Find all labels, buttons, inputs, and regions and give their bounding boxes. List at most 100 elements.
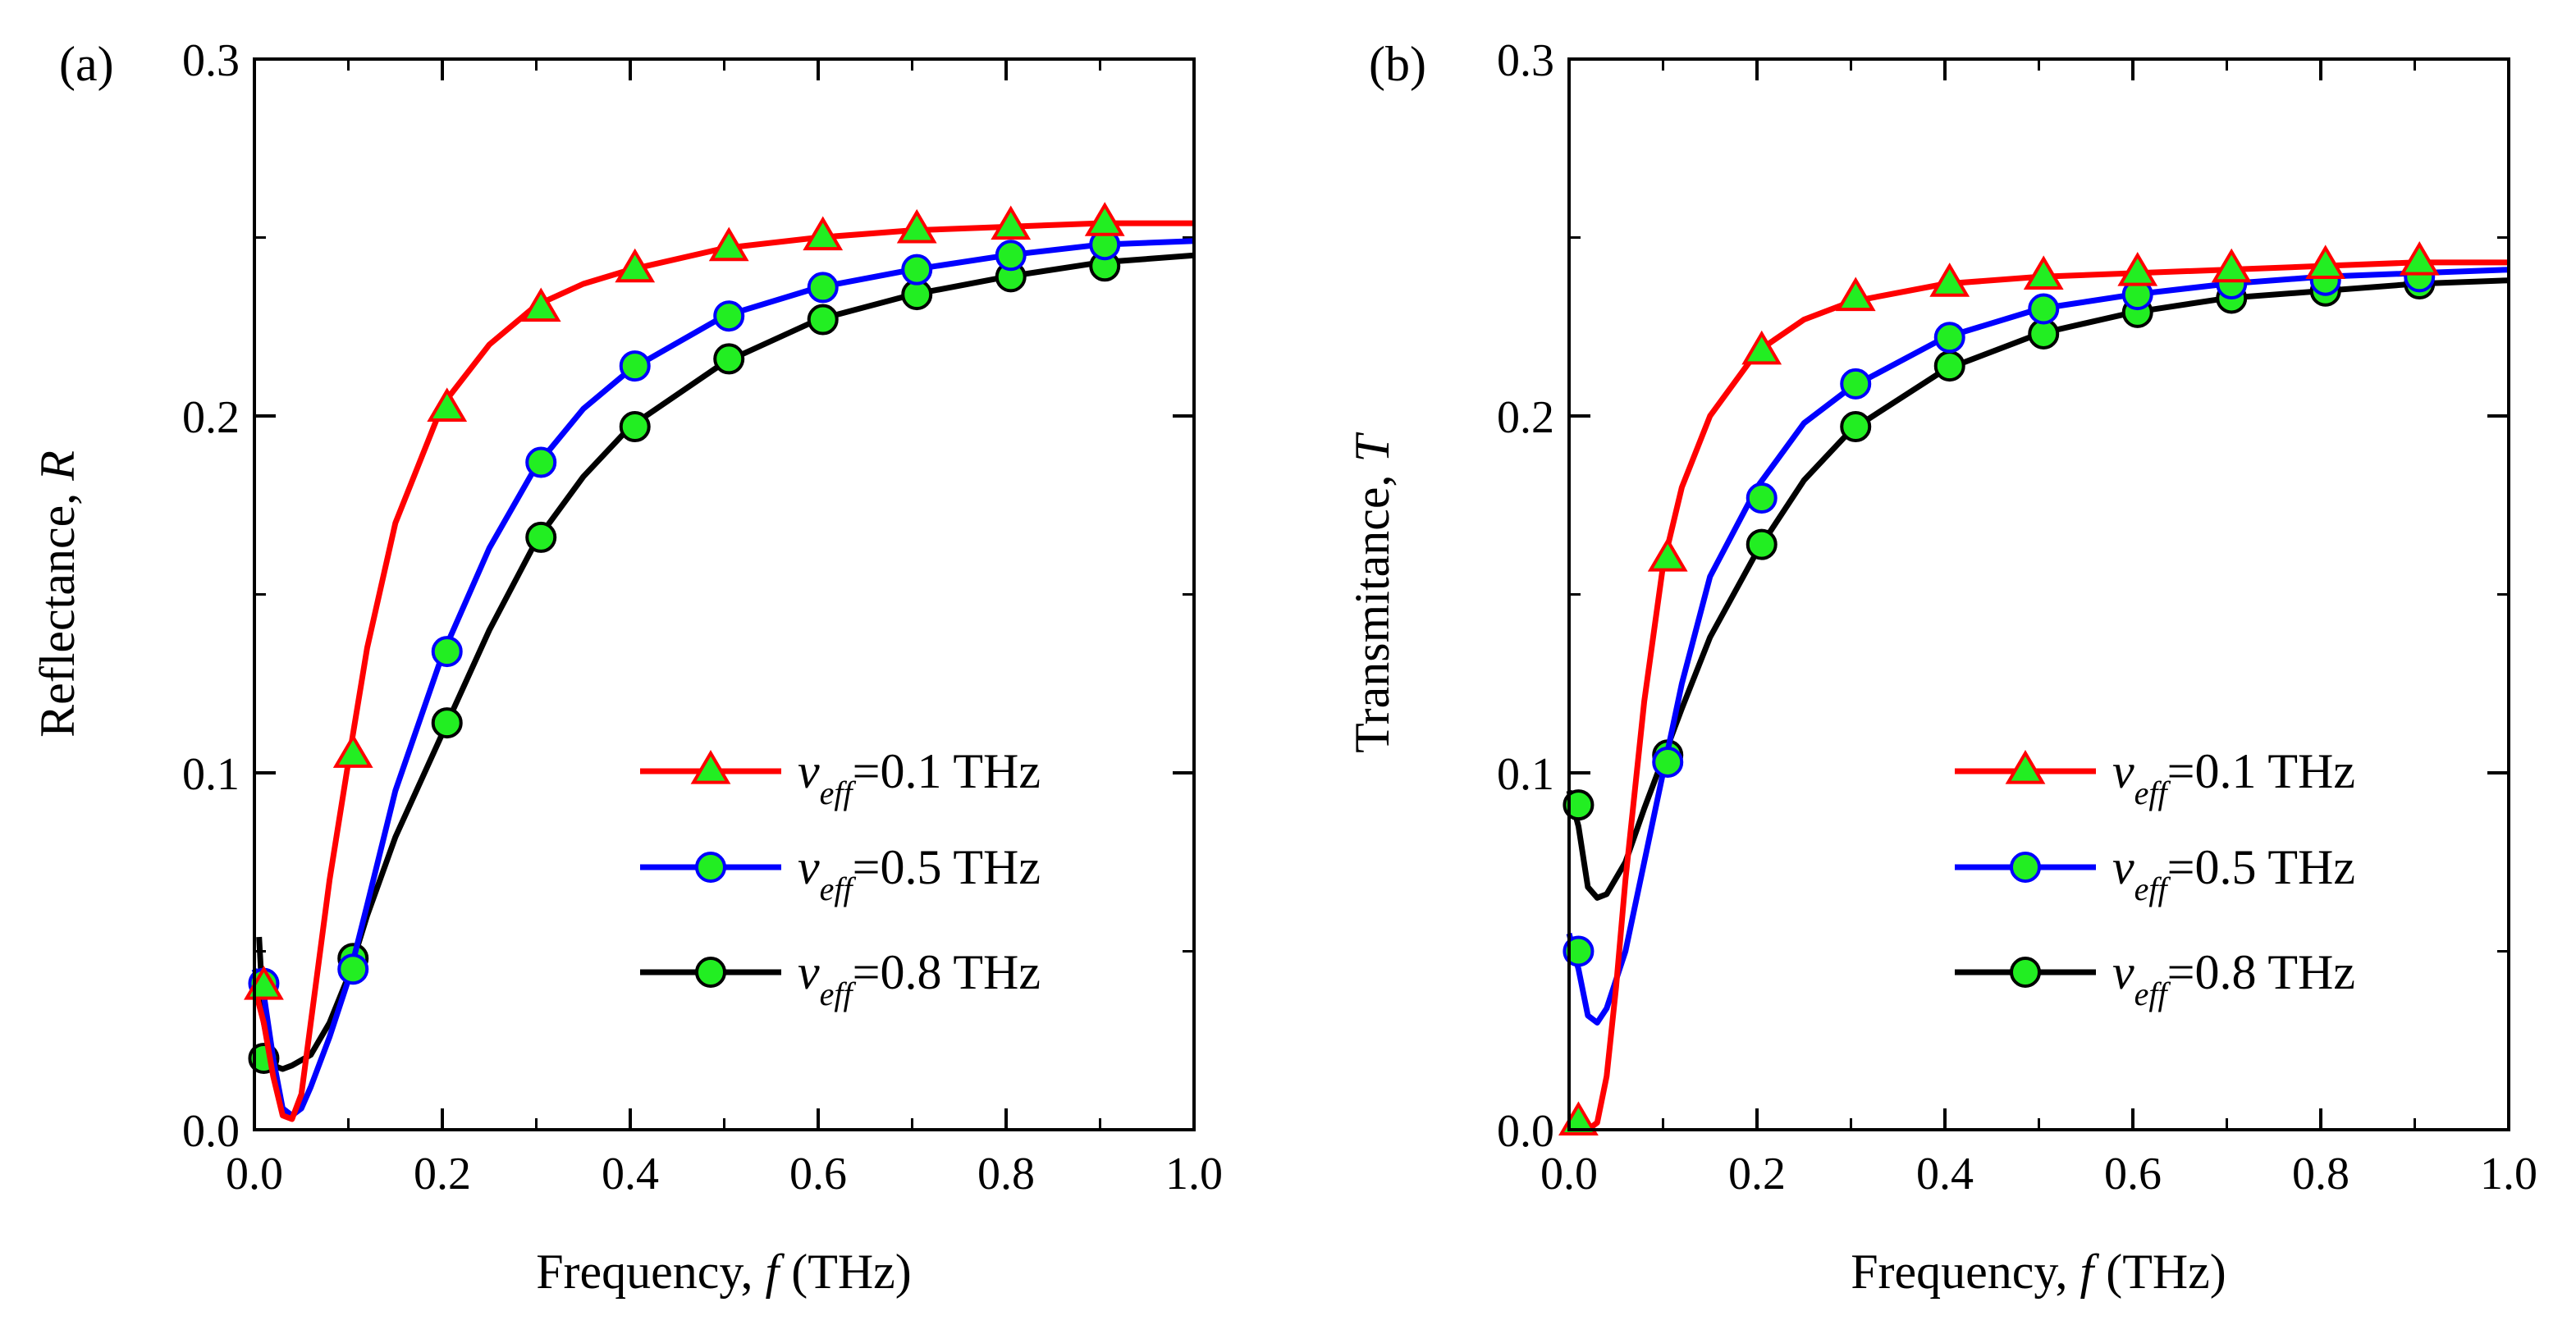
- data-point: [807, 304, 839, 336]
- y-tick-label: 0.3: [182, 35, 240, 86]
- data-point: [995, 240, 1027, 272]
- legend-symbol: v: [798, 840, 820, 894]
- legend-subscript: eff: [820, 975, 857, 1012]
- data-point: [713, 300, 745, 332]
- panel-b-label: (b): [1369, 37, 1426, 91]
- data-point: [807, 272, 839, 304]
- legend-marker: [2010, 852, 2041, 883]
- x-tick-label: 0.6: [2104, 1149, 2162, 1199]
- data-point: [713, 343, 745, 375]
- data-point: [615, 248, 656, 283]
- x-tick-label: 1.0: [1165, 1149, 1223, 1199]
- legend-value: =0.1 THz: [853, 744, 1041, 798]
- series-3: [248, 250, 1195, 1074]
- data-point: [1840, 411, 1872, 443]
- data-point: [991, 205, 1032, 240]
- panel-b-series: [1558, 240, 2510, 1135]
- data-point: [1563, 935, 1595, 967]
- legend-subscript: eff: [2134, 870, 2171, 907]
- legend-value: =0.5 THz: [2167, 840, 2355, 894]
- series-line: [1567, 259, 2509, 1133]
- legend-label: veff=0.5 THz: [2112, 840, 2355, 907]
- series-2: [1563, 261, 2510, 1026]
- panel-a: (a) 0.0 0.1 0.2 0.3 0.0 0.2 0.4 0.6 0.8 1.0 Freq…: [30, 35, 1223, 1299]
- data-point: [2117, 252, 2158, 286]
- data-point: [332, 733, 373, 768]
- y-tick-label: 0.0: [182, 1106, 240, 1157]
- legend-symbol: v: [798, 744, 820, 798]
- data-point: [2399, 240, 2440, 276]
- x-tick-label: 0.2: [1728, 1149, 1786, 1199]
- data-point: [2023, 255, 2064, 290]
- data-point: [431, 707, 463, 739]
- x-tick-label: 0.6: [789, 1149, 847, 1199]
- data-point: [431, 636, 463, 668]
- panel-a-y-axis-title: Reflectance, R: [30, 450, 85, 738]
- data-point: [1741, 330, 1782, 365]
- legend-subscript: eff: [820, 870, 857, 907]
- data-point: [525, 521, 557, 553]
- x-tick-label: 0.4: [602, 1149, 659, 1199]
- legend-entry-3: veff=0.8 THz: [1955, 945, 2355, 1012]
- legend-value: =0.1 THz: [2167, 744, 2355, 798]
- legend-label: veff=0.5 THz: [798, 840, 1041, 907]
- data-point: [1835, 276, 1876, 312]
- legend-label: veff=0.8 THz: [798, 945, 1041, 1012]
- panel-a-series: [244, 202, 1195, 1122]
- data-point: [1933, 350, 1965, 382]
- legend-symbol: v: [2112, 840, 2134, 894]
- data-point: [1933, 322, 1965, 354]
- x-tick-label: 0.0: [226, 1149, 283, 1199]
- legend-marker: [695, 852, 726, 883]
- legend-entry-1: veff=0.1 THz: [640, 744, 1041, 811]
- y-tick-label: 0.2: [182, 392, 240, 443]
- legend-value: =0.8 THz: [2167, 945, 2355, 999]
- legend-symbol: v: [2112, 744, 2134, 798]
- x-tick-label: 0.8: [2292, 1149, 2350, 1199]
- panel-b-plot-frame: [1567, 57, 2510, 1131]
- x-tick-label: 0.0: [1540, 1149, 1598, 1199]
- panel-a-x-title-suffix: (THz): [779, 1245, 912, 1299]
- x-tick-label: 1.0: [2480, 1149, 2537, 1199]
- series-line: [1566, 267, 2510, 1026]
- panel-a-x-axis-title: Frequency, f (THz): [536, 1245, 912, 1299]
- legend-marker: [2010, 957, 2041, 988]
- y-tick-label: 0.1: [1497, 749, 1554, 800]
- legend-entry-3: veff=0.8 THz: [640, 945, 1041, 1012]
- data-point: [896, 208, 937, 244]
- legend-label: veff=0.1 THz: [2112, 744, 2355, 811]
- legend-marker: [2005, 750, 2046, 784]
- legend-label: veff=0.8 THz: [2112, 945, 2355, 1012]
- panel-b-x-title-suffix: (THz): [2093, 1245, 2226, 1299]
- data-point: [1746, 528, 1778, 560]
- legend-entry-1: veff=0.1 THz: [1955, 744, 2355, 811]
- series-line: [256, 252, 1195, 1072]
- data-point: [1840, 368, 1872, 400]
- data-point: [803, 216, 844, 251]
- panel-a-y-title-symbol: R: [30, 450, 85, 482]
- data-point: [2028, 293, 2060, 325]
- legend-subscript: eff: [820, 774, 857, 811]
- data-point: [2305, 244, 2346, 279]
- legend-entry-2: veff=0.5 THz: [640, 840, 1041, 907]
- data-point: [520, 287, 561, 322]
- panel-b-y-axis-title: Transmitance, T: [1345, 432, 1399, 752]
- panel-a-y-tick-labels: 0.0 0.1 0.2 0.3: [182, 35, 240, 1157]
- legend-entry-2: veff=0.5 THz: [1955, 840, 2355, 907]
- series-1: [244, 202, 1194, 1122]
- legend-symbol: v: [798, 945, 820, 999]
- legend-symbol: v: [2112, 945, 2134, 999]
- data-point: [901, 254, 933, 286]
- panel-b-y-title-prefix: Transmitance,: [1345, 462, 1399, 752]
- panel-a-x-tick-labels: 0.0 0.2 0.4 0.6 0.8 1.0: [226, 1149, 1223, 1199]
- series-line: [251, 220, 1194, 1122]
- panel-a-label: (a): [59, 37, 114, 91]
- legend-subscript: eff: [2134, 774, 2171, 811]
- data-point: [619, 411, 651, 443]
- panel-b-y-title-symbol: T: [1345, 432, 1399, 462]
- legend-marker: [695, 957, 726, 988]
- data-point: [1652, 746, 1684, 778]
